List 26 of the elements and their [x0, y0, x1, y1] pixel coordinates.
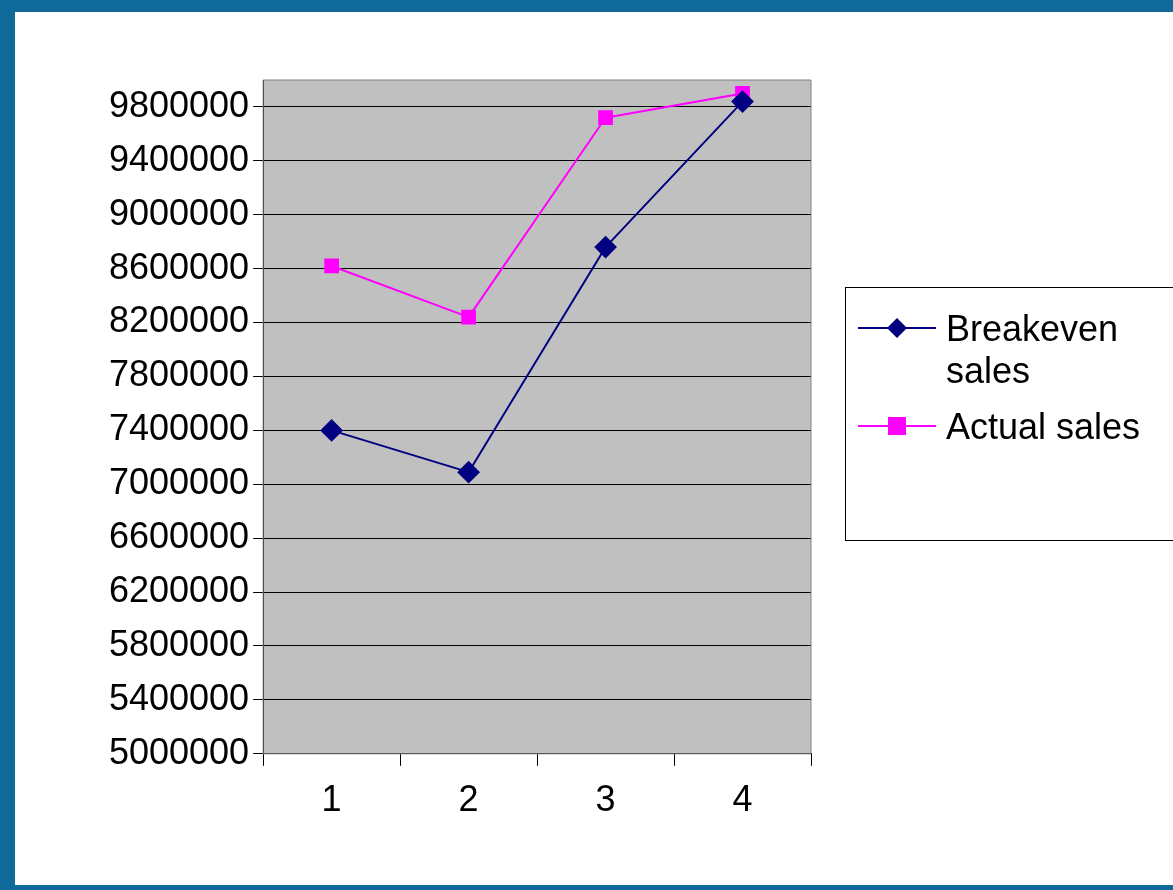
y-tick-label: 6200000: [108, 569, 250, 611]
point: [457, 461, 480, 484]
y-tick-label: 8200000: [108, 299, 250, 341]
point: [324, 258, 339, 274]
y-tick-label: 9800000: [108, 83, 250, 125]
x-tick-label: 1: [321, 778, 342, 820]
legend-label: Breakeven sales: [946, 308, 1120, 392]
y-tick-label: 5800000: [108, 622, 250, 664]
point: [598, 110, 613, 126]
legend-label: Actual sales: [946, 406, 1141, 448]
y-tick-label: 5400000: [108, 676, 250, 718]
y-tick-label: 7800000: [108, 353, 250, 395]
y-tick-label: 5000000: [108, 730, 250, 772]
x-tick-label: 4: [732, 778, 753, 820]
y-tick-label: 8600000: [108, 245, 250, 287]
point: [461, 309, 476, 325]
y-tick-label: 9000000: [108, 191, 250, 233]
x-tick-label: 2: [458, 778, 479, 820]
point: [320, 419, 343, 442]
y-tick-label: 9400000: [108, 137, 250, 179]
y-tick-label: 6600000: [108, 515, 250, 557]
point: [594, 236, 617, 259]
point: [731, 90, 754, 113]
y-tick-label: 7400000: [108, 407, 250, 449]
x-tick-label: 3: [595, 778, 616, 820]
y-tick-label: 7000000: [108, 461, 250, 503]
